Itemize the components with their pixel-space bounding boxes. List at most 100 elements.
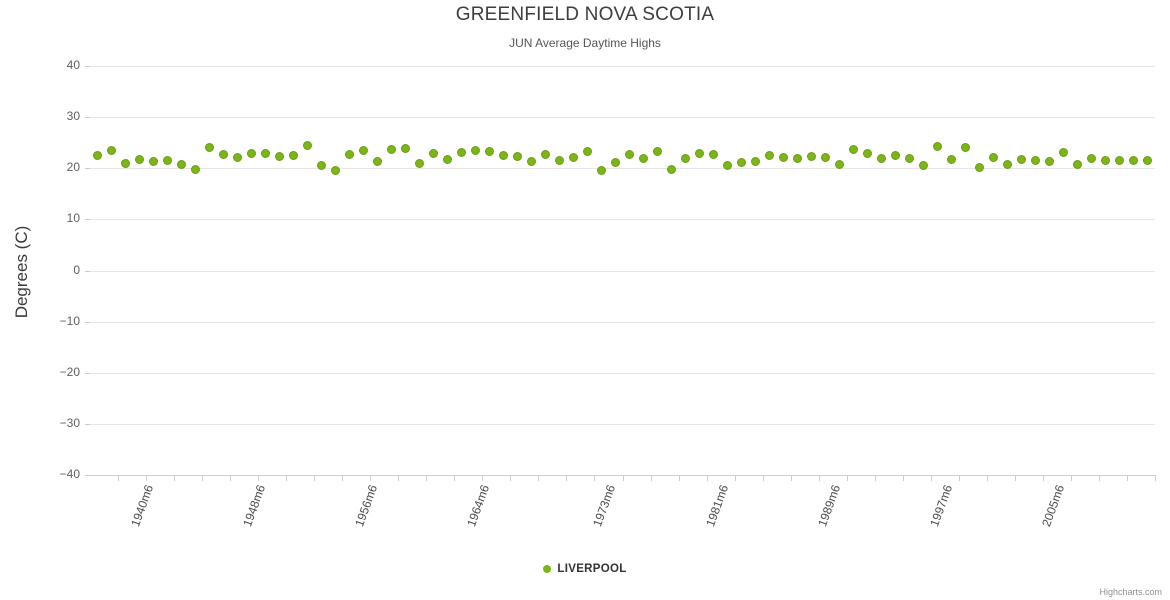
data-point[interactable] bbox=[821, 152, 831, 162]
data-point[interactable] bbox=[442, 154, 452, 164]
x-axis-tick bbox=[566, 475, 568, 481]
data-point[interactable] bbox=[316, 161, 326, 171]
data-point[interactable] bbox=[737, 158, 747, 168]
data-point[interactable] bbox=[1073, 160, 1083, 170]
legend-item-liverpool[interactable]: LIVERPOOL bbox=[543, 563, 626, 575]
data-point[interactable] bbox=[975, 163, 985, 173]
data-point[interactable] bbox=[625, 150, 634, 160]
data-point[interactable] bbox=[1059, 148, 1069, 158]
data-point[interactable] bbox=[849, 145, 859, 155]
x-axis-tick bbox=[258, 475, 260, 481]
data-point[interactable] bbox=[554, 155, 564, 165]
data-point[interactable] bbox=[1115, 156, 1125, 166]
data-point[interactable] bbox=[162, 156, 172, 166]
data-point[interactable] bbox=[835, 159, 845, 169]
data-point[interactable] bbox=[695, 149, 705, 159]
x-axis-tick-label: 1981m6 bbox=[702, 483, 731, 529]
data-point[interactable] bbox=[681, 153, 691, 163]
data-point[interactable] bbox=[596, 166, 606, 176]
data-point[interactable] bbox=[218, 150, 228, 160]
y-axis-tick-label: −20 bbox=[59, 364, 80, 379]
data-point[interactable] bbox=[540, 149, 550, 159]
data-point[interactable] bbox=[414, 159, 424, 169]
data-point[interactable] bbox=[610, 157, 620, 167]
data-point[interactable] bbox=[358, 145, 368, 155]
data-point[interactable] bbox=[386, 144, 396, 154]
data-point[interactable] bbox=[232, 153, 242, 162]
y-axis-tick-label: 20 bbox=[66, 160, 80, 175]
data-point[interactable] bbox=[1003, 159, 1013, 169]
data-point[interactable] bbox=[330, 166, 340, 176]
data-point[interactable] bbox=[877, 153, 887, 163]
x-axis-tick bbox=[510, 475, 512, 481]
x-axis-tick bbox=[734, 475, 736, 481]
x-axis-tick-label: 1989m6 bbox=[814, 483, 843, 529]
data-point[interactable] bbox=[1101, 155, 1111, 165]
data-point[interactable] bbox=[190, 165, 200, 175]
data-point[interactable] bbox=[1045, 156, 1055, 166]
data-point[interactable] bbox=[639, 154, 649, 164]
data-point[interactable] bbox=[709, 149, 719, 159]
x-axis-tick bbox=[202, 475, 204, 481]
highcharts-credits[interactable]: Highcharts.com bbox=[1099, 587, 1162, 597]
data-point[interactable] bbox=[344, 150, 354, 160]
data-point[interactable] bbox=[204, 142, 214, 152]
gridline bbox=[90, 117, 1155, 119]
data-point[interactable] bbox=[961, 142, 971, 152]
data-point[interactable] bbox=[1143, 155, 1153, 165]
data-point[interactable] bbox=[120, 159, 130, 169]
data-point[interactable] bbox=[134, 155, 144, 165]
data-point[interactable] bbox=[1087, 153, 1097, 163]
data-point[interactable] bbox=[653, 147, 663, 157]
data-point[interactable] bbox=[246, 148, 256, 158]
x-axis-tick bbox=[538, 475, 540, 481]
data-point[interactable] bbox=[302, 140, 312, 150]
x-axis-tick bbox=[1070, 475, 1072, 481]
data-point[interactable] bbox=[582, 146, 592, 156]
data-point[interactable] bbox=[947, 154, 957, 164]
gridline bbox=[90, 372, 1155, 374]
data-point[interactable] bbox=[526, 157, 536, 167]
x-axis-tick bbox=[1042, 475, 1044, 481]
data-point[interactable] bbox=[667, 165, 677, 175]
data-point[interactable] bbox=[372, 156, 382, 166]
x-axis-tick-label: 1973m6 bbox=[590, 483, 619, 529]
data-point[interactable] bbox=[807, 151, 817, 161]
data-point[interactable] bbox=[919, 161, 929, 171]
data-point[interactable] bbox=[891, 151, 901, 161]
data-point[interactable] bbox=[92, 151, 102, 161]
data-point[interactable] bbox=[723, 160, 733, 170]
data-point[interactable] bbox=[751, 156, 761, 166]
x-axis-tick bbox=[174, 475, 176, 481]
data-point[interactable] bbox=[288, 151, 298, 161]
data-point[interactable] bbox=[498, 151, 508, 161]
data-point[interactable] bbox=[933, 141, 943, 151]
data-point[interactable] bbox=[400, 143, 410, 153]
data-point[interactable] bbox=[765, 151, 775, 161]
data-point[interactable] bbox=[274, 151, 284, 161]
data-point[interactable] bbox=[793, 154, 803, 164]
data-point[interactable] bbox=[1129, 155, 1139, 165]
x-axis-tick-label: 1940m6 bbox=[128, 483, 157, 529]
data-point[interactable] bbox=[568, 153, 578, 162]
data-point[interactable] bbox=[989, 153, 999, 162]
data-point[interactable] bbox=[148, 157, 158, 167]
data-point[interactable] bbox=[106, 146, 116, 156]
data-point[interactable] bbox=[176, 159, 186, 169]
data-point[interactable] bbox=[484, 147, 494, 157]
gridline bbox=[90, 168, 1155, 170]
data-point[interactable] bbox=[260, 149, 270, 159]
x-axis-tick bbox=[846, 475, 848, 481]
data-point[interactable] bbox=[470, 146, 480, 156]
data-point[interactable] bbox=[456, 147, 466, 157]
y-axis-tick-label: 0 bbox=[73, 262, 80, 277]
data-point[interactable] bbox=[779, 152, 789, 162]
data-point[interactable] bbox=[512, 151, 522, 161]
data-point[interactable] bbox=[1031, 156, 1041, 166]
data-point[interactable] bbox=[905, 154, 915, 164]
y-axis-tick bbox=[85, 423, 90, 425]
data-point[interactable] bbox=[1017, 155, 1027, 165]
x-axis-tick bbox=[1155, 475, 1156, 481]
data-point[interactable] bbox=[863, 149, 873, 159]
data-point[interactable] bbox=[428, 148, 438, 158]
